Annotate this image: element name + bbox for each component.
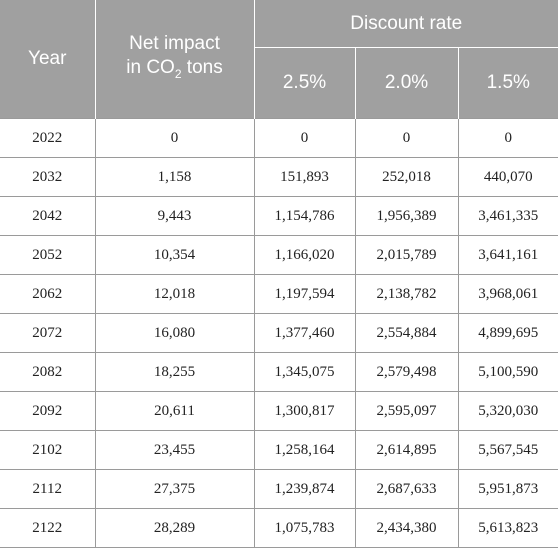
net-impact-header-line1: Net impact <box>129 33 220 55</box>
rate-1-5-cell: 5,951,873 <box>457 469 558 509</box>
table-row: 2022 0 0 0 0 <box>0 118 558 158</box>
rate-2-0-cell: 2,687,633 <box>354 469 459 509</box>
net-impact-cell: 1,158 <box>94 157 255 197</box>
net-impact-cell: 0 <box>94 118 255 158</box>
year-cell: 2052 <box>0 235 96 275</box>
year-cell: 2082 <box>0 352 96 392</box>
rate-1-5-cell: 440,070 <box>457 157 558 197</box>
year-column-header: Year <box>0 0 96 119</box>
year-cell: 2112 <box>0 469 96 509</box>
rate-2-0-cell: 2,614,895 <box>354 430 459 470</box>
rate-2-0-cell: 2,595,097 <box>354 391 459 431</box>
rate-1-5-cell: 5,613,823 <box>457 508 558 548</box>
table-row: 2092 20,611 1,300,817 2,595,097 5,320,030 <box>0 391 558 431</box>
rate-2-5-cell: 1,300,817 <box>253 391 356 431</box>
rate-1-5-cell: 3,968,061 <box>457 274 558 314</box>
net-impact-cell: 9,443 <box>94 196 255 236</box>
year-cell: 2092 <box>0 391 96 431</box>
rate-1-5-cell: 5,100,590 <box>457 352 558 392</box>
rate-column-header: 2.0% <box>355 47 459 119</box>
rate-1-5-cell: 4,899,695 <box>457 313 558 353</box>
net-impact-cell: 12,018 <box>94 274 255 314</box>
rate-1-5-cell: 3,641,161 <box>457 235 558 275</box>
table-row: 2052 10,354 1,166,020 2,015,789 3,641,161 <box>0 235 558 275</box>
year-cell: 2072 <box>0 313 96 353</box>
year-cell: 2032 <box>0 157 96 197</box>
rate-column-header: 1.5% <box>458 47 558 119</box>
rate-1-5-cell: 3,461,335 <box>457 196 558 236</box>
net-impact-cell: 28,289 <box>94 508 255 548</box>
rate-2-5-cell: 1,239,874 <box>253 469 356 509</box>
table-row: 2082 18,255 1,345,075 2,579,498 5,100,590 <box>0 352 558 392</box>
table-header: Year Net impact in CO2 tons Discount rat… <box>0 0 558 119</box>
rate-2-0-cell: 252,018 <box>354 157 459 197</box>
table-body: 2022 0 0 0 0 2032 1,158 151,893 252,018 440,070 20… <box>0 118 558 548</box>
table-row: 2072 16,080 1,377,460 2,554,884 4,899,695 <box>0 313 558 353</box>
rate-2-0-cell: 2,579,498 <box>354 352 459 392</box>
rate-2-5-cell: 1,345,075 <box>253 352 356 392</box>
rate-2-5-cell: 1,075,783 <box>253 508 356 548</box>
year-cell: 2062 <box>0 274 96 314</box>
table-row: 2062 12,018 1,197,594 2,138,782 3,968,061 <box>0 274 558 314</box>
rate-2-0-cell: 2,434,380 <box>354 508 459 548</box>
table-row: 2042 9,443 1,154,786 1,956,389 3,461,335 <box>0 196 558 236</box>
table-row: 2112 27,375 1,239,874 2,687,633 5,951,873 <box>0 469 558 509</box>
rate-1-5-cell: 5,567,545 <box>457 430 558 470</box>
rate-2-5-cell: 0 <box>253 118 356 158</box>
rate-2-5-cell: 1,197,594 <box>253 274 356 314</box>
net-impact-cell: 27,375 <box>94 469 255 509</box>
rate-column-header: 2.5% <box>254 47 356 119</box>
year-cell: 2022 <box>0 118 96 158</box>
net-impact-cell: 10,354 <box>94 235 255 275</box>
table-row: 2032 1,158 151,893 252,018 440,070 <box>0 157 558 197</box>
rate-2-5-cell: 1,166,020 <box>253 235 356 275</box>
net-impact-cell: 23,455 <box>94 430 255 470</box>
net-impact-cell: 16,080 <box>94 313 255 353</box>
net-impact-cell: 18,255 <box>94 352 255 392</box>
discount-rate-group-header: Discount rate <box>254 0 558 48</box>
rate-2-0-cell: 2,138,782 <box>354 274 459 314</box>
rate-1-5-cell: 0 <box>457 118 558 158</box>
table-row: 2122 28,289 1,075,783 2,434,380 5,613,823 <box>0 508 558 548</box>
rate-2-0-cell: 1,956,389 <box>354 196 459 236</box>
net-impact-cell: 20,611 <box>94 391 255 431</box>
net-impact-column-header: Net impact in CO2 tons <box>95 0 255 119</box>
rate-2-5-cell: 1,258,164 <box>253 430 356 470</box>
rate-2-5-cell: 1,377,460 <box>253 313 356 353</box>
rate-2-5-cell: 1,154,786 <box>253 196 356 236</box>
net-impact-header-subscript: 2 <box>174 66 182 81</box>
year-cell: 2042 <box>0 196 96 236</box>
rate-1-5-cell: 5,320,030 <box>457 391 558 431</box>
table-row: 2102 23,455 1,258,164 2,614,895 5,567,545 <box>0 430 558 470</box>
rate-2-0-cell: 2,015,789 <box>354 235 459 275</box>
year-cell: 2122 <box>0 508 96 548</box>
rate-2-0-cell: 2,554,884 <box>354 313 459 353</box>
year-cell: 2102 <box>0 430 96 470</box>
net-impact-header-line2-suffix: tons <box>181 57 223 79</box>
rate-2-0-cell: 0 <box>354 118 459 158</box>
net-impact-header-line2-prefix: in CO <box>126 57 175 79</box>
rate-2-5-cell: 151,893 <box>253 157 356 197</box>
